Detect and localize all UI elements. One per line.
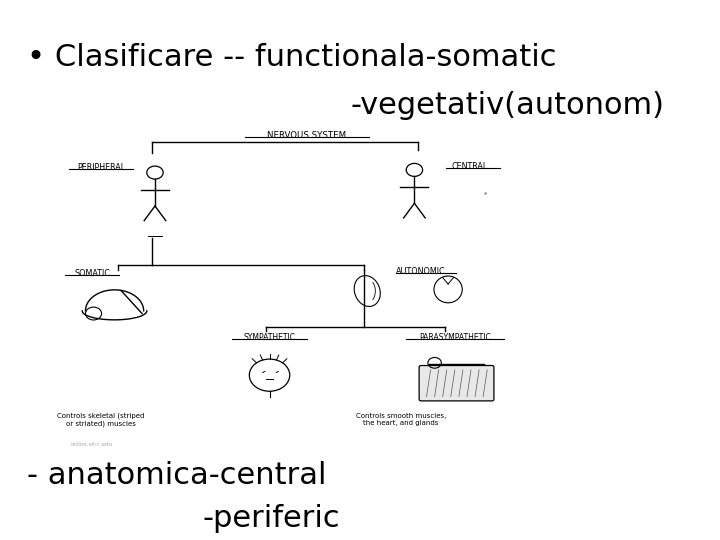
Text: - anatomica-central: - anatomica-central [27,461,326,490]
Text: -vegetativ(autonom): -vegetativ(autonom) [351,91,665,120]
Text: • Clasificare -- functionala-somatic: • Clasificare -- functionala-somatic [27,43,557,72]
Text: SYMPATHETIC: SYMPATHETIC [243,333,295,342]
FancyBboxPatch shape [419,366,494,401]
Text: online.efcc.edu: online.efcc.edu [71,442,113,447]
Text: CENTRAL: CENTRAL [451,161,487,171]
Text: PERIPHERAL: PERIPHERAL [77,163,125,172]
Text: AUTONOMIC: AUTONOMIC [396,267,446,276]
Text: SOMATIC: SOMATIC [74,269,110,278]
Text: Controls skeletal (striped
or striated) muscles: Controls skeletal (striped or striated) … [58,413,145,427]
Text: Controls smooth muscles,
the heart, and glands: Controls smooth muscles, the heart, and … [356,413,446,426]
Text: NERVOUS SYSTEM: NERVOUS SYSTEM [267,131,346,139]
Text: -periferic: -periferic [202,504,340,533]
Text: PARASYMPATHETIC: PARASYMPATHETIC [419,333,491,342]
